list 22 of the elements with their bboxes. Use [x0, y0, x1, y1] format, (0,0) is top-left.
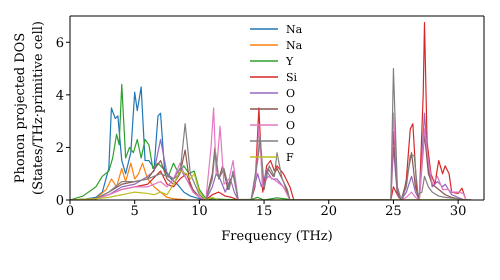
legend-label: Si — [286, 70, 298, 84]
y-tick-label: 4 — [56, 88, 64, 104]
legend-label: O — [286, 134, 296, 148]
legend-label: Na — [286, 22, 302, 36]
legend-label: O — [286, 102, 296, 116]
x-tick-label: 20 — [320, 204, 338, 220]
legend-label: Na — [286, 38, 302, 52]
x-tick-label: 15 — [256, 204, 272, 220]
x-tick-label: 10 — [191, 204, 208, 220]
y-axis-title: Phonon projected DOS (States/THz·primitive cell) — [13, 20, 46, 196]
y-tick-label: 2 — [56, 141, 64, 156]
y-tick-label: 0 — [56, 194, 64, 209]
x-tick-label: 25 — [385, 204, 402, 220]
x-tick-label: 0 — [66, 204, 74, 220]
x-axis-title: Frequency (THz) — [221, 229, 333, 244]
legend-label: F — [286, 150, 294, 164]
y-tick-label: 6 — [56, 36, 64, 51]
x-tick-label: 30 — [450, 204, 466, 220]
x-tick-label: 5 — [130, 204, 139, 220]
legend-label: Y — [286, 54, 294, 68]
legend-label: O — [286, 86, 296, 100]
legend-label: O — [286, 118, 296, 132]
